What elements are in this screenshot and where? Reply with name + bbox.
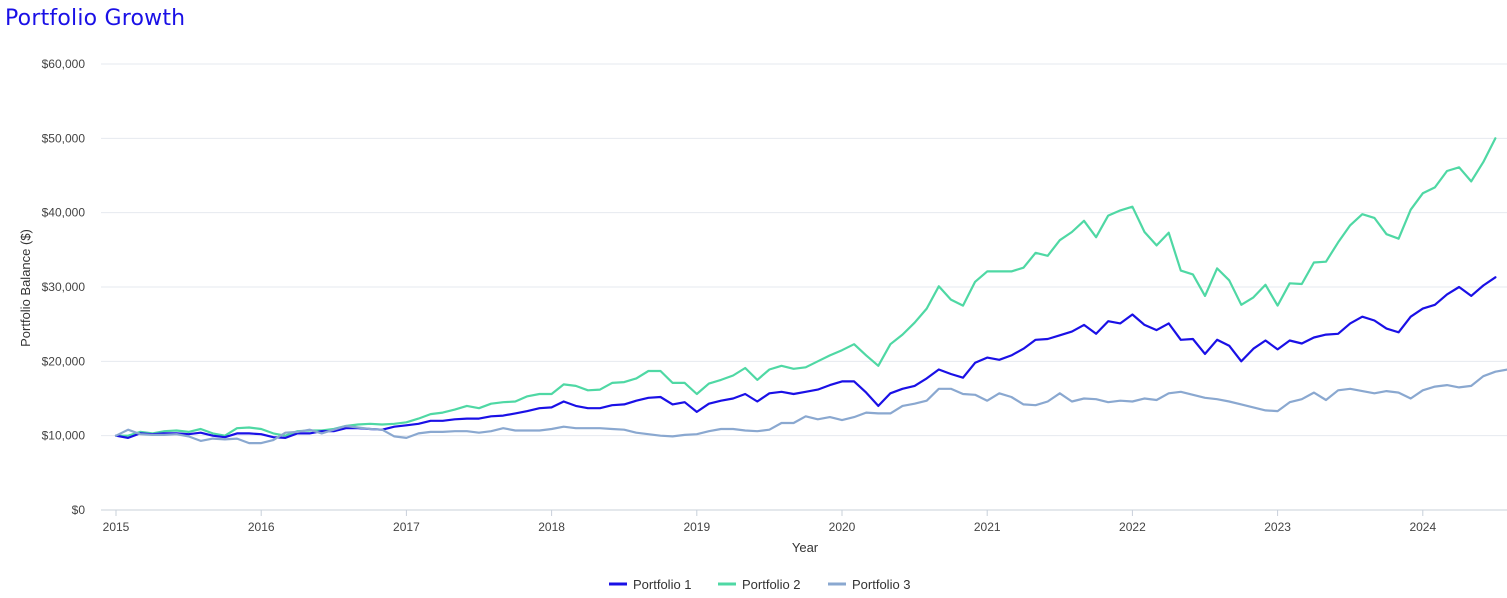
legend-item-portfolio-2[interactable]: Portfolio 2	[718, 577, 801, 592]
y-tick-label: $30,000	[42, 280, 86, 294]
x-tick-label: 2023	[1264, 520, 1291, 534]
x-tick-label: 2022	[1119, 520, 1146, 534]
x-tick-label: 2019	[683, 520, 710, 534]
series-lines	[114, 137, 1507, 445]
page-title: Portfolio Growth	[5, 6, 186, 31]
x-axis-title: Year	[792, 540, 819, 555]
y-tick-label: $50,000	[42, 131, 86, 145]
x-tick-label: 2020	[829, 520, 856, 534]
series-line-portfolio-1	[114, 276, 1497, 439]
legend: Portfolio 1 Portfolio 2 Portfolio 3	[609, 577, 911, 592]
x-tick-label: 2021	[974, 520, 1001, 534]
gridlines	[101, 63, 1507, 511]
x-tick-label: 2024	[1409, 520, 1436, 534]
y-tick-label: $10,000	[42, 429, 86, 443]
y-tick-label: $60,000	[42, 57, 86, 71]
x-tick-label: 2016	[248, 520, 275, 534]
x-tick-label: 2015	[103, 520, 130, 534]
legend-label: Portfolio 2	[742, 577, 801, 592]
y-axis-title: Portfolio Balance ($)	[18, 229, 33, 347]
legend-label: Portfolio 3	[852, 577, 911, 592]
legend-item-portfolio-3[interactable]: Portfolio 3	[828, 577, 911, 592]
y-tick-label: $20,000	[42, 354, 86, 368]
x-axis-ticks: 2015 2016 2017 2018 2019 2020 2021 2022 2023 2024	[103, 510, 1436, 534]
legend-label: Portfolio 1	[633, 577, 692, 592]
legend-item-portfolio-1[interactable]: Portfolio 1	[609, 577, 692, 592]
y-axis-ticks: $0 $10,000 $20,000 $30,000 $40,000 $50,000 $60…	[42, 57, 86, 517]
x-tick-label: 2018	[538, 520, 565, 534]
y-tick-label: $0	[72, 503, 86, 517]
series-line-portfolio-3	[114, 368, 1507, 445]
x-tick-label: 2017	[393, 520, 420, 534]
y-tick-label: $40,000	[42, 206, 86, 220]
